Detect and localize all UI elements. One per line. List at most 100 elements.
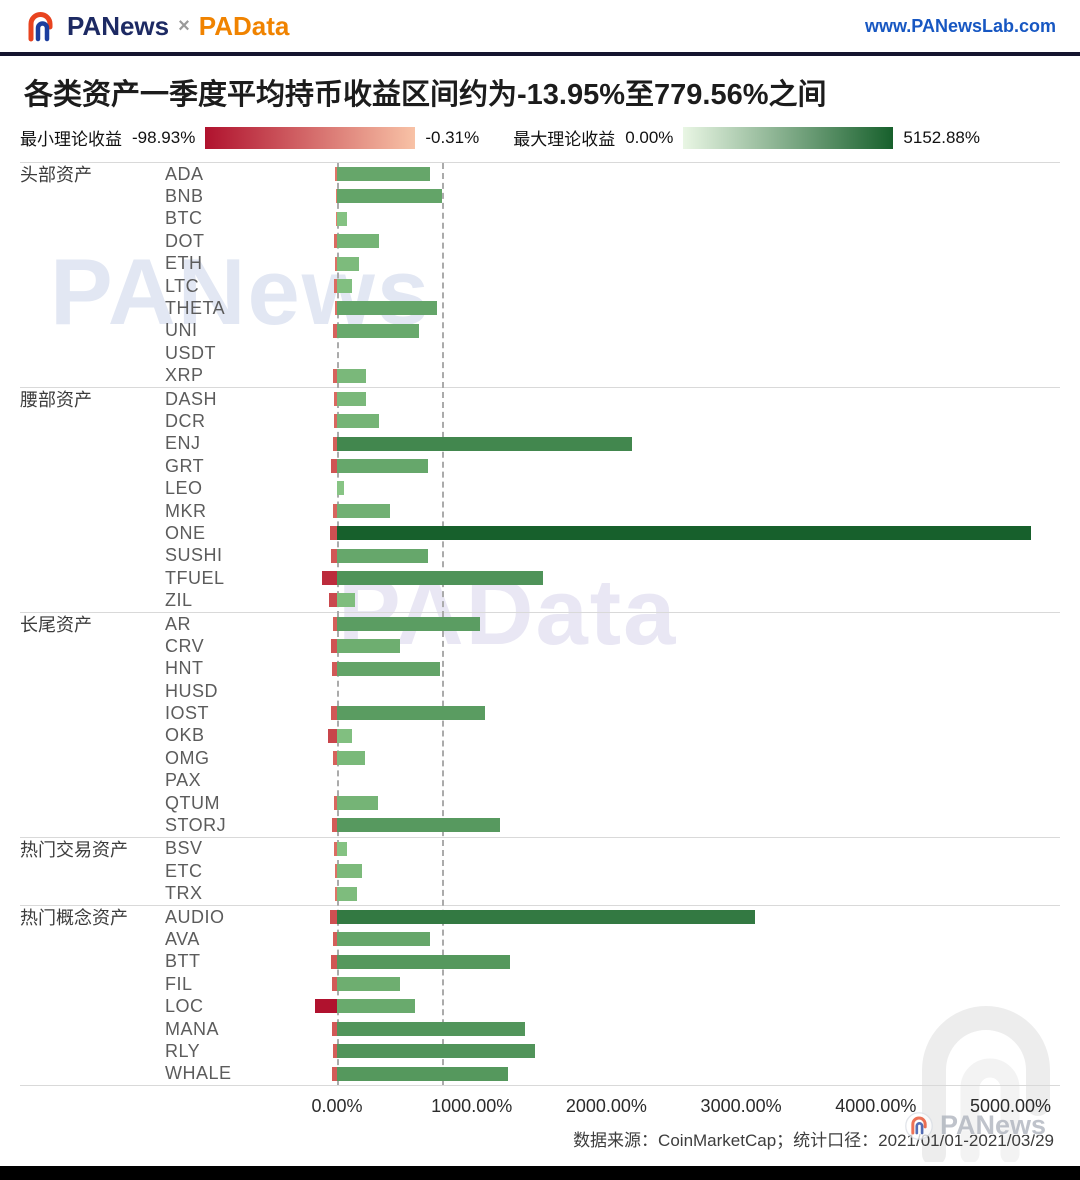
bar-cell (280, 658, 1060, 680)
brand-separator: × (178, 14, 190, 37)
chart-row: UNI (20, 320, 1060, 342)
chart-row: DOT (20, 230, 1060, 252)
bar-negative (334, 278, 337, 293)
chart-row: SUSHI (20, 545, 1060, 567)
bar-positive (337, 728, 352, 743)
chart-row: PAX (20, 770, 1060, 792)
bar-cell (280, 388, 1060, 410)
bar-negative (322, 571, 337, 586)
legend-green-gradient (683, 126, 894, 149)
bar-cell (280, 973, 1060, 995)
bar-negative (331, 661, 337, 676)
asset-label: UNI (165, 320, 198, 341)
bar-negative (333, 414, 337, 429)
axis-tick-label: 3000.00% (700, 1096, 782, 1117)
chart-row: 热门概念资产 AUDIO (20, 906, 1060, 928)
bar-positive (337, 548, 428, 563)
bar-cell (280, 589, 1060, 611)
group-label: 长尾资产 (20, 615, 92, 636)
asset-label: OKB (165, 725, 205, 746)
chart-row: FIL (20, 973, 1060, 995)
chart-row: ZIL (20, 589, 1060, 611)
asset-label: PAX (165, 770, 202, 791)
group-label: 腰部资产 (20, 390, 92, 411)
bar-positive (337, 414, 379, 429)
asset-label: TRX (165, 883, 203, 904)
asset-label: XRP (165, 365, 204, 386)
bar-negative (330, 639, 337, 654)
bar-cell (280, 1018, 1060, 1040)
asset-label: ADA (165, 163, 204, 184)
group-label: 热门概念资产 (20, 908, 128, 929)
chart-row: HNT (20, 658, 1060, 680)
bar-positive (337, 1044, 535, 1059)
axis-tick-label: 0.00% (311, 1096, 363, 1117)
asset-group: 热门概念资产 AUDIO AVA BTT FIL LOC MANA RLY WHALE (20, 904, 1060, 1085)
chart-row: MKR (20, 500, 1060, 522)
asset-group: 长尾资产 AR CRV HNT HUSD IOST OKB OMG PAX QTUM STORJ (20, 611, 1060, 837)
bar-cell (280, 702, 1060, 724)
bar-negative (332, 751, 337, 766)
footer: PANews 数据来源：CoinMarketCap；统计口径：2021/01/0… (0, 1110, 1080, 1151)
bar-positive (337, 436, 632, 451)
asset-label: BTT (165, 951, 201, 972)
bar-negative (332, 977, 337, 992)
asset-label: BTC (165, 208, 203, 229)
bar-negative (333, 795, 337, 810)
asset-label: BNB (165, 186, 204, 207)
chart-row: BNB (20, 185, 1060, 207)
bar-cell (280, 500, 1060, 522)
bottom-black-bar (0, 1166, 1080, 1180)
asset-label: GRT (165, 455, 205, 476)
chart-row: LTC (20, 275, 1060, 297)
chart-row: USDT (20, 342, 1060, 364)
asset-label: CRV (165, 635, 205, 656)
bar-cell (280, 253, 1060, 275)
chart-row: STORJ (20, 814, 1060, 836)
bar-negative (332, 818, 337, 833)
website-link[interactable]: www.PANewsLab.com (864, 15, 1056, 36)
asset-label: ETH (165, 253, 203, 274)
bar-positive (337, 977, 401, 992)
chart-row: WHALE (20, 1063, 1060, 1085)
axis-tick-label: 4000.00% (835, 1096, 917, 1117)
asset-label: DASH (165, 388, 218, 409)
asset-label: LOC (165, 996, 204, 1017)
asset-label: LEO (165, 478, 203, 499)
bar-cell (280, 928, 1060, 950)
asset-label: AUDIO (165, 906, 225, 927)
bar-negative (332, 932, 337, 947)
asset-label: MKR (165, 500, 207, 521)
legend-max-start-value: 0.00% (625, 127, 674, 147)
bar-negative (333, 391, 337, 406)
chart-row: TRX (20, 883, 1060, 905)
data-source-text: 数据来源：CoinMarketCap；统计口径：2021/01/01-2021/… (573, 1131, 1054, 1151)
chart-row: TFUEL (20, 567, 1060, 589)
bar-cell (280, 792, 1060, 814)
bar-positive (337, 481, 344, 496)
asset-label: OMG (165, 747, 210, 768)
asset-label: USDT (165, 342, 216, 363)
bar-positive (337, 323, 420, 338)
chart-row: 腰部资产 DASH (20, 388, 1060, 410)
bar-cell (280, 995, 1060, 1017)
bar-cell (280, 1040, 1060, 1062)
bar-positive (337, 1021, 525, 1036)
bar-cell (280, 342, 1060, 364)
asset-label: ZIL (165, 590, 193, 611)
chart-row: AVA (20, 928, 1060, 950)
chart-row: OMG (20, 747, 1060, 769)
bar-cell (280, 860, 1060, 882)
axis-tick-label: 1000.00% (431, 1096, 513, 1117)
legend: 最小理论收益 -98.93% -0.31% 最大理论收益 0.00% 5152.… (0, 117, 1080, 160)
bar-cell (280, 477, 1060, 499)
bar-cell (280, 747, 1060, 769)
bar-positive (337, 616, 480, 631)
chart-row: THETA (20, 297, 1060, 319)
bar-positive (337, 706, 486, 721)
bar-chart: 头部资产 ADA BNB BTC DOT ETH LTC THETA UNI USDT XRP 腰部资… (20, 162, 1060, 1087)
bar-negative (334, 234, 337, 249)
bar-positive (337, 932, 430, 947)
bar-positive (337, 368, 366, 383)
bar-cell (280, 185, 1060, 207)
